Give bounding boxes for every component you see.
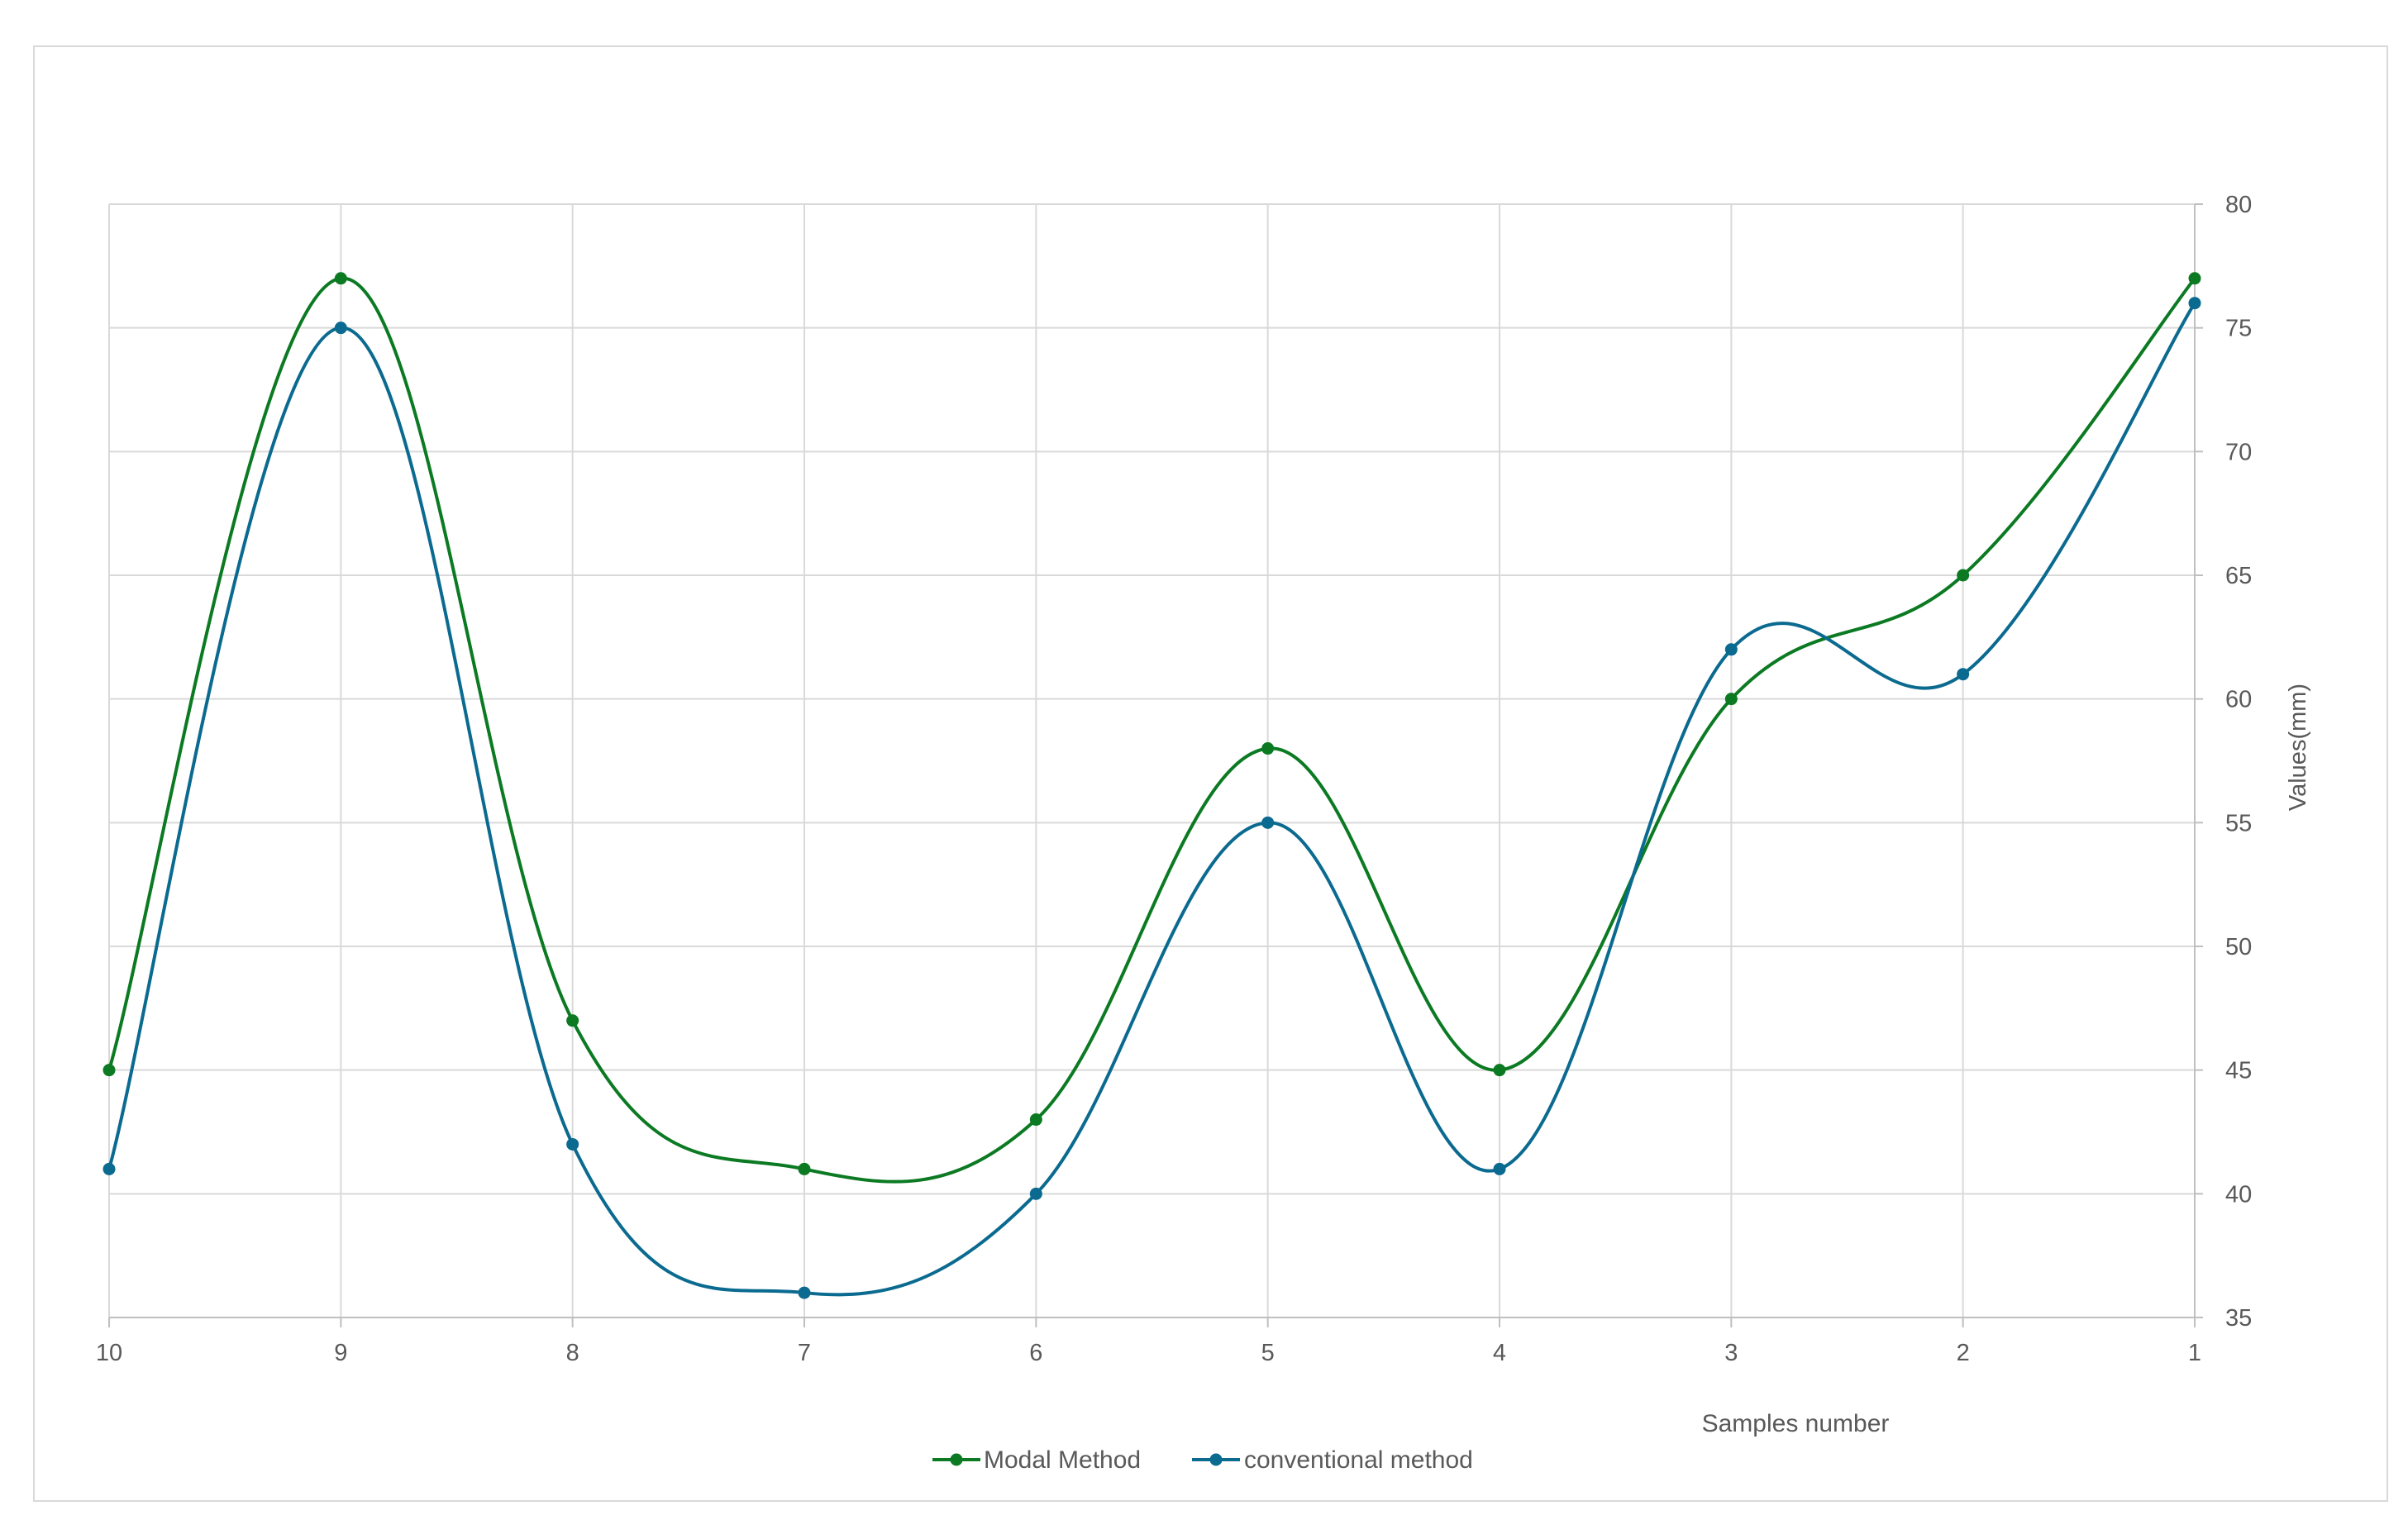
legend-marker (1209, 1453, 1223, 1466)
x-tick-label: 8 (566, 1340, 579, 1366)
data-point (566, 1137, 579, 1151)
data-point (2188, 297, 2201, 310)
data-point (1029, 1113, 1042, 1127)
legend-item: Modal Method (932, 1446, 1141, 1474)
y-tick-label: 45 (2225, 1058, 2252, 1084)
x-tick-label: 6 (1029, 1340, 1042, 1366)
x-tick-labels: 10 9 8 7 6 5 4 3 2 1 (96, 1340, 2201, 1366)
data-point (1957, 668, 1970, 681)
x-tick-label: 10 (96, 1340, 122, 1366)
gridlines (108, 203, 2196, 1318)
data-point (2188, 272, 2201, 285)
x-tick-label: 4 (1493, 1340, 1506, 1366)
x-tick-label: 3 (1724, 1340, 1738, 1366)
y-tick-label: 55 (2225, 810, 2252, 836)
data-point (798, 1286, 811, 1299)
data-point (1261, 816, 1275, 829)
y-tick-label: 65 (2225, 563, 2252, 589)
x-tick-label: 1 (2188, 1340, 2201, 1366)
y-tick-label: 40 (2225, 1181, 2252, 1208)
x-tick-label: 7 (798, 1340, 811, 1366)
legend-item: conventional method (1192, 1446, 1473, 1474)
x-axis-label: Samples number (1702, 1410, 1890, 1437)
data-point (1724, 693, 1738, 706)
y-tick-label: 60 (2225, 687, 2252, 713)
y-axis-label: Values(mm) (2285, 684, 2311, 811)
axes (108, 203, 2203, 1327)
data-point (103, 1162, 116, 1175)
legend-marker (950, 1453, 963, 1466)
data-point (1957, 569, 1970, 582)
y-tick-label: 50 (2225, 934, 2252, 960)
legend-label: conventional method (1244, 1446, 1473, 1474)
series-2 (103, 297, 2201, 1299)
x-tick-label: 2 (1957, 1340, 1970, 1366)
y-tick-label: 70 (2225, 439, 2252, 465)
chart-border (33, 45, 2388, 1502)
y-tick-label: 75 (2225, 316, 2252, 342)
data-point (1493, 1162, 1506, 1175)
data-point (334, 272, 347, 285)
x-tick-label: 9 (334, 1340, 347, 1366)
series-line (107, 302, 2196, 1297)
series-line (107, 276, 2196, 1184)
series-1 (103, 272, 2201, 1184)
y-tick-label: 35 (2225, 1305, 2252, 1332)
legend: Modal Method conventional method (932, 1446, 1473, 1474)
y-tick-labels: 35 40 45 50 55 60 65 70 75 80 (2225, 192, 2252, 1332)
data-point (1724, 643, 1738, 656)
y-tick-label: 80 (2225, 192, 2252, 218)
data-point (1029, 1187, 1042, 1200)
data-point (798, 1162, 811, 1175)
data-point (566, 1014, 579, 1027)
series-layer (103, 272, 2201, 1299)
x-tick-label: 5 (1261, 1340, 1275, 1366)
data-point (334, 322, 347, 335)
legend-label: Modal Method (984, 1446, 1141, 1474)
data-point (1261, 742, 1275, 755)
data-point (103, 1064, 116, 1077)
data-point (1493, 1064, 1506, 1077)
